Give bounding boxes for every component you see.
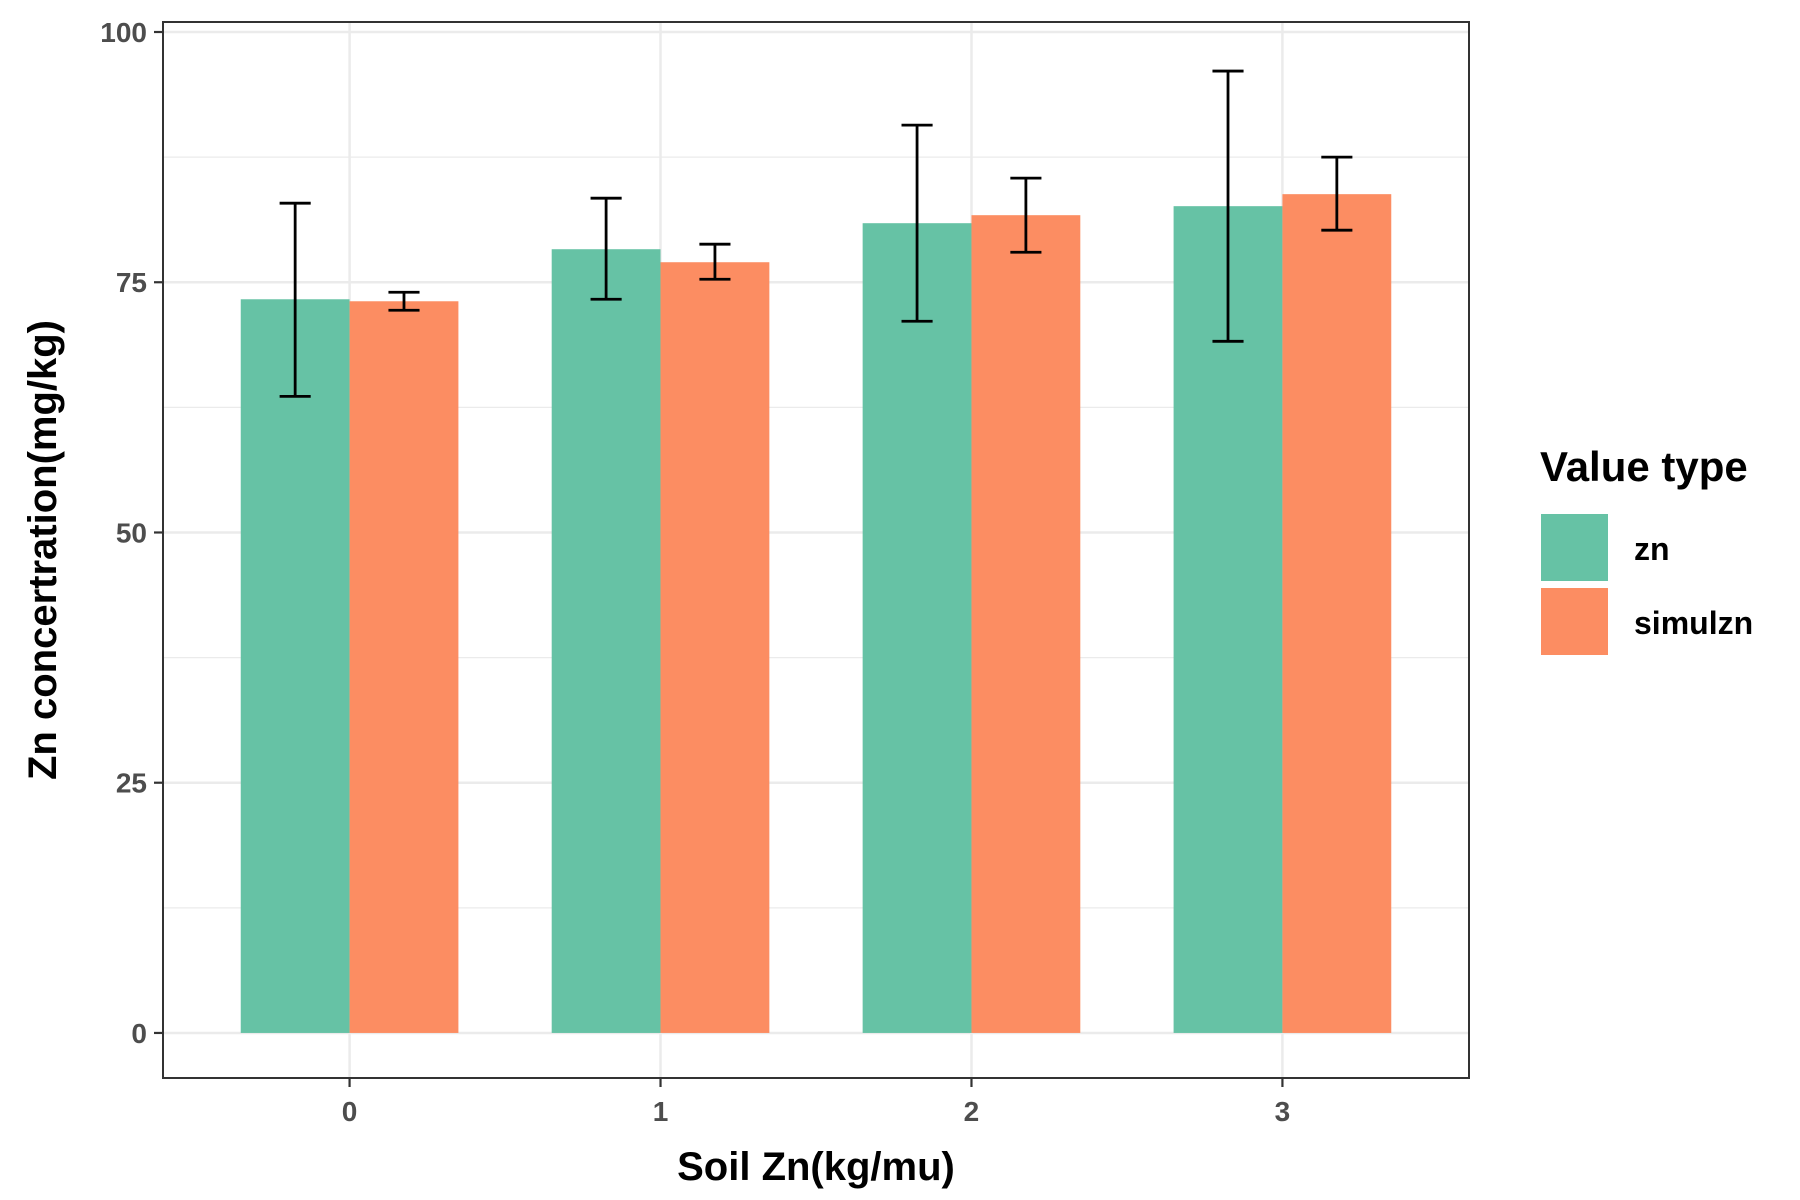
legend-label-simulzn: simulzn (1634, 605, 1753, 641)
legend-title: Value type (1540, 443, 1748, 490)
y-tick-label: 25 (116, 768, 147, 799)
x-tick-label: 3 (1275, 1096, 1291, 1127)
bar-simulzn-1 (661, 262, 770, 1033)
bar-zn-0 (241, 299, 350, 1033)
legend-swatch-zn (1541, 514, 1608, 581)
y-tick-label: 0 (131, 1018, 147, 1049)
y-axis-title: Zn concertration(mg/kg) (21, 320, 65, 780)
bar-zn-1 (552, 249, 661, 1033)
y-tick-label: 50 (116, 517, 147, 548)
x-tick-label: 1 (653, 1096, 669, 1127)
bar-simulzn-2 (971, 215, 1080, 1033)
bar-zn-2 (863, 223, 972, 1033)
y-tick-label: 100 (100, 17, 147, 48)
bar-simulzn-0 (350, 301, 459, 1033)
x-tick-label: 2 (964, 1096, 980, 1127)
x-axis-title: Soil Zn(kg/mu) (677, 1145, 955, 1189)
x-tick-label: 0 (342, 1096, 358, 1127)
legend-swatch-simulzn (1541, 588, 1608, 655)
y-tick-label: 75 (116, 267, 147, 298)
legend-label-zn: zn (1634, 531, 1670, 567)
bar-simulzn-3 (1282, 194, 1391, 1033)
